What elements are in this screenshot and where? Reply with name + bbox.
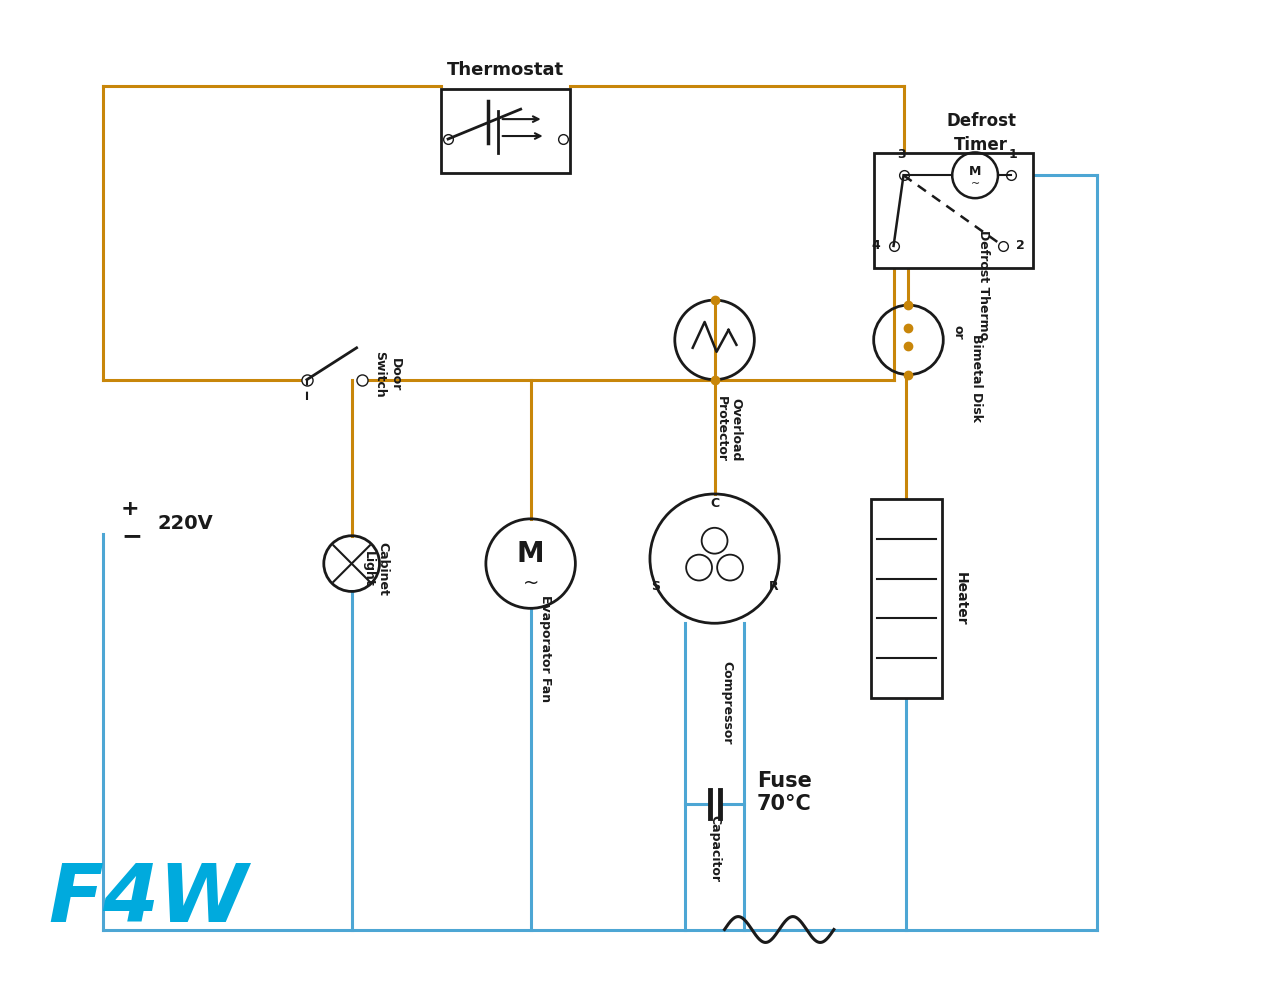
Text: 1: 1 — [1009, 149, 1018, 161]
Bar — [870, 499, 942, 698]
Text: or: or — [952, 325, 965, 339]
Text: +: + — [120, 499, 140, 519]
Text: S: S — [652, 580, 660, 593]
Text: 3: 3 — [897, 149, 906, 161]
Text: ~: ~ — [522, 574, 539, 593]
Text: 4: 4 — [872, 239, 881, 253]
Bar — [442, 89, 571, 173]
Bar — [874, 154, 1033, 268]
Text: C: C — [710, 498, 719, 511]
Text: Overload
Protector: Overload Protector — [714, 397, 742, 462]
Text: Bimetal Disk: Bimetal Disk — [969, 334, 983, 422]
Text: R: R — [768, 580, 778, 593]
Text: Thermostat: Thermostat — [447, 61, 564, 79]
Text: Defrost Thermo: Defrost Thermo — [977, 230, 989, 340]
Text: Capacitor: Capacitor — [708, 816, 721, 883]
Text: Cabinet
Light: Cabinet Light — [361, 541, 389, 595]
Text: Door
Switch: Door Switch — [374, 351, 402, 399]
Text: Fuse
70°C: Fuse 70°C — [756, 770, 812, 814]
Text: 220V: 220V — [157, 515, 214, 533]
Text: Timer: Timer — [954, 136, 1009, 154]
Text: Compressor: Compressor — [721, 661, 733, 745]
Text: −: − — [120, 523, 142, 548]
Text: 2: 2 — [1016, 239, 1025, 253]
Text: Heater: Heater — [954, 572, 968, 625]
Text: Evaporator Fan: Evaporator Fan — [539, 594, 552, 702]
Text: M: M — [517, 539, 544, 568]
Text: M: M — [969, 165, 982, 178]
Text: F4W: F4W — [49, 861, 248, 939]
Text: Defrost: Defrost — [946, 111, 1016, 130]
Text: ~: ~ — [970, 179, 979, 189]
